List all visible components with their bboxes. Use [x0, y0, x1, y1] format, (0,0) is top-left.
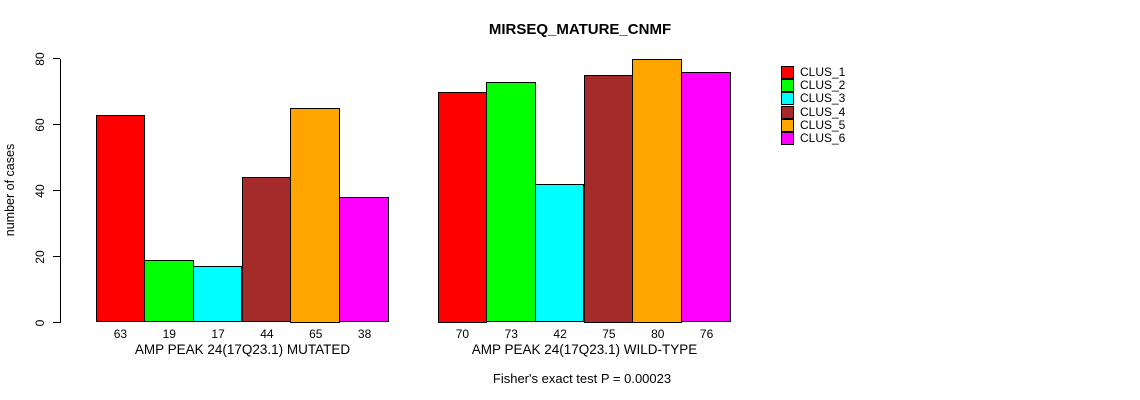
- bar-value-label: 44: [260, 327, 274, 341]
- bar-clus_2-group2: [485, 81, 536, 323]
- y-axis-tick-label: 20: [33, 249, 47, 264]
- bar-value-label: 80: [651, 327, 665, 341]
- bar-value-label: 19: [162, 327, 176, 341]
- bar-clus_5-group1: [290, 108, 341, 323]
- bar-value-label: 42: [553, 327, 567, 341]
- chart-title: MIRSEQ_MATURE_CNMF: [488, 21, 672, 38]
- legend-label: CLUS_4: [800, 104, 846, 119]
- bar-value-label: 17: [211, 327, 225, 341]
- legend-item-clus_3: CLUS_3: [781, 91, 846, 106]
- bar-clus_3-group2: [534, 183, 585, 323]
- legend-swatch-clus_5: [781, 118, 794, 132]
- bar-clus_4-group1: [241, 177, 292, 323]
- legend-item-clus_2: CLUS_2: [781, 78, 846, 93]
- legend-swatch-clus_4: [781, 105, 794, 119]
- legend-item-clus_1: CLUS_1: [781, 65, 846, 80]
- y-axis-tick: [53, 321, 60, 324]
- bar-value-label: 75: [602, 327, 616, 341]
- bar-value-label: 63: [113, 327, 128, 341]
- annotation-text: Fisher's exact test P = 0.00023: [492, 371, 672, 386]
- legend-item-clus_5: CLUS_5: [781, 117, 846, 132]
- legend-label: CLUS_1: [800, 65, 846, 79]
- legend-swatch-clus_3: [781, 92, 794, 106]
- bar-clus_3-group1: [192, 266, 243, 323]
- legend-swatch-clus_2: [781, 79, 794, 93]
- legend-item-clus_4: CLUS_4: [781, 104, 846, 119]
- y-axis-tick-label: 60: [33, 117, 47, 132]
- bar-clus_4-group2: [583, 75, 634, 323]
- legend-label: CLUS_6: [800, 130, 846, 145]
- legend-swatch-clus_6: [781, 132, 794, 146]
- bar-clus_6-group1: [339, 197, 389, 323]
- legend-swatch-clus_1: [781, 66, 794, 80]
- y-axis-tick: [53, 189, 60, 192]
- category-label: AMP PEAK 24(17Q23.1) MUTATED: [134, 342, 351, 357]
- bar-clus_2-group1: [143, 259, 194, 323]
- y-axis-tick-label: 80: [33, 51, 47, 66]
- legend-item-clus_6: CLUS_6: [781, 130, 846, 146]
- y-axis-tick: [53, 123, 60, 126]
- bar-clus_5-group2: [632, 58, 683, 323]
- legend-label: CLUS_5: [800, 117, 846, 132]
- y-axis-label: number of cases: [3, 143, 17, 237]
- bar-value-label: 38: [357, 327, 372, 341]
- legend-label: CLUS_2: [800, 78, 846, 93]
- category-label: AMP PEAK 24(17Q23.1) WILD-TYPE: [471, 342, 698, 357]
- bar-value-label: 73: [504, 327, 518, 341]
- legend: CLUS_1 CLUS_2 CLUS_3 CLUS_4 CLUS_5 CLUS_6: [781, 65, 846, 146]
- legend-label: CLUS_3: [800, 91, 846, 106]
- y-axis-tick-label: 40: [33, 183, 47, 198]
- bar-value-label: 76: [699, 327, 714, 341]
- bar-value-label: 70: [455, 327, 470, 341]
- y-axis-tick: [53, 255, 60, 258]
- bar-clus_6-group2: [681, 71, 731, 323]
- bar-clus_1-group2: [438, 91, 487, 323]
- y-axis-line: [60, 58, 62, 323]
- y-axis-tick-label: 0: [33, 319, 47, 326]
- bar-value-label: 65: [309, 327, 323, 341]
- y-axis-tick: [53, 57, 60, 60]
- bar-clus_1-group1: [96, 114, 145, 323]
